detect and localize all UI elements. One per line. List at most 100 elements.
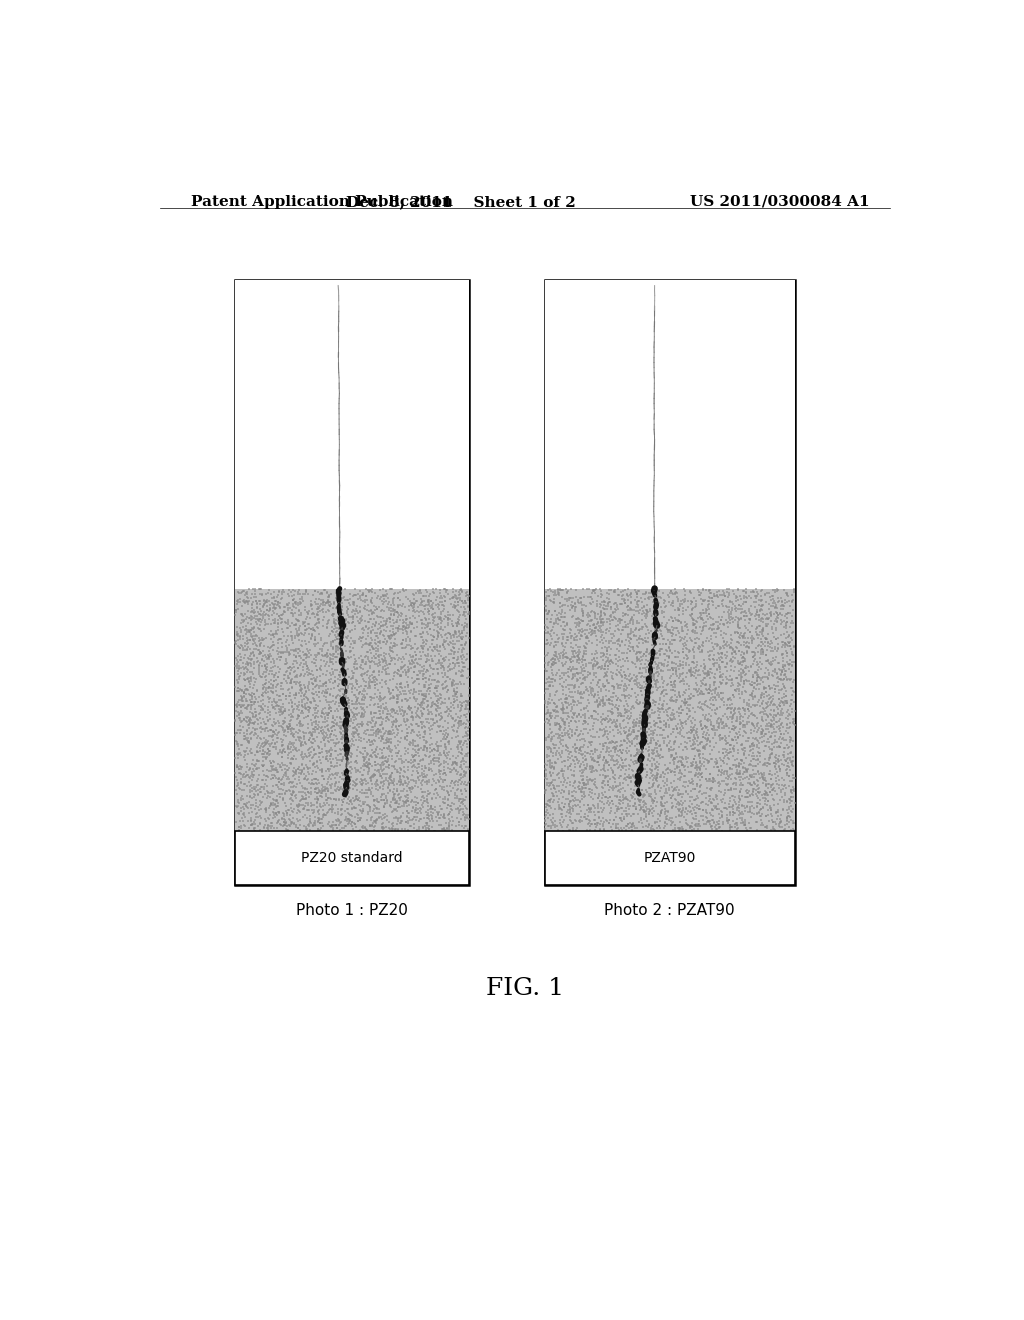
Point xyxy=(708,598,724,619)
Point xyxy=(345,591,361,612)
Point xyxy=(605,760,622,781)
Point xyxy=(393,634,410,655)
Point xyxy=(346,706,362,727)
Point xyxy=(564,667,581,688)
Point xyxy=(729,763,745,784)
Point xyxy=(364,599,380,620)
Point xyxy=(664,785,680,807)
Point xyxy=(616,661,633,682)
Point xyxy=(612,781,629,803)
Point xyxy=(779,759,796,780)
Point xyxy=(566,676,583,697)
Point xyxy=(435,729,452,750)
Point xyxy=(741,622,758,643)
Point xyxy=(772,696,788,717)
Point xyxy=(382,611,398,632)
Point xyxy=(346,709,362,730)
Point xyxy=(385,615,401,636)
Point xyxy=(322,684,338,705)
Point xyxy=(374,785,390,807)
Point xyxy=(653,655,670,676)
Point xyxy=(308,788,325,809)
Point xyxy=(572,737,589,758)
Point xyxy=(688,752,705,774)
Point xyxy=(318,711,335,733)
Point xyxy=(572,649,589,671)
Point xyxy=(313,752,330,774)
Point xyxy=(302,590,318,611)
Point xyxy=(709,750,725,771)
Point xyxy=(357,632,374,653)
Point xyxy=(435,647,452,668)
Point xyxy=(717,635,733,656)
Point xyxy=(400,615,417,636)
Point xyxy=(290,705,306,726)
Point xyxy=(674,816,690,837)
Point xyxy=(230,759,247,780)
Point xyxy=(414,684,430,705)
Point xyxy=(754,589,770,610)
Point xyxy=(317,777,334,799)
Point xyxy=(566,675,583,696)
Point xyxy=(750,754,766,775)
Point xyxy=(727,598,743,619)
Point xyxy=(636,799,652,820)
Point xyxy=(724,638,740,659)
Point xyxy=(763,610,779,631)
Point xyxy=(675,754,691,775)
Point xyxy=(740,656,757,677)
Point xyxy=(228,700,245,721)
Point xyxy=(231,626,248,647)
Point xyxy=(276,601,293,622)
Point xyxy=(552,715,568,737)
Point xyxy=(323,701,339,722)
Point xyxy=(329,756,345,777)
Point xyxy=(591,688,607,709)
Point xyxy=(354,816,371,837)
Point xyxy=(390,603,407,624)
Point xyxy=(270,647,287,668)
Point xyxy=(333,804,349,825)
Point xyxy=(451,656,467,677)
Point xyxy=(251,764,267,785)
Point xyxy=(698,673,715,694)
Point xyxy=(231,742,248,763)
Point xyxy=(400,697,417,718)
Point xyxy=(675,639,691,660)
Point xyxy=(418,744,434,766)
Point xyxy=(241,668,257,689)
Point xyxy=(284,812,300,833)
Point xyxy=(567,796,584,817)
Point xyxy=(676,635,692,656)
Point xyxy=(251,627,267,648)
Point xyxy=(413,626,429,647)
Point xyxy=(634,616,650,638)
Point xyxy=(335,603,351,624)
Point xyxy=(620,705,636,726)
Point xyxy=(695,649,712,671)
Point xyxy=(338,615,354,636)
Point xyxy=(724,758,740,779)
Point xyxy=(338,609,354,630)
Point xyxy=(753,590,769,611)
Point xyxy=(539,708,555,729)
Point xyxy=(230,636,247,657)
Text: PZ20 standard: PZ20 standard xyxy=(301,851,403,865)
Point xyxy=(251,655,267,676)
Point xyxy=(595,764,611,785)
Point xyxy=(754,812,770,833)
Point xyxy=(368,813,384,834)
Point xyxy=(759,705,775,726)
Point xyxy=(418,731,434,752)
Point xyxy=(689,756,706,777)
Point xyxy=(445,643,462,664)
Point xyxy=(336,618,352,639)
Point xyxy=(667,630,683,651)
Point xyxy=(315,591,332,612)
Point xyxy=(717,585,733,606)
Point xyxy=(264,733,281,754)
Point xyxy=(369,719,385,741)
Point xyxy=(624,667,640,688)
Point xyxy=(419,813,435,834)
Point xyxy=(773,714,790,735)
